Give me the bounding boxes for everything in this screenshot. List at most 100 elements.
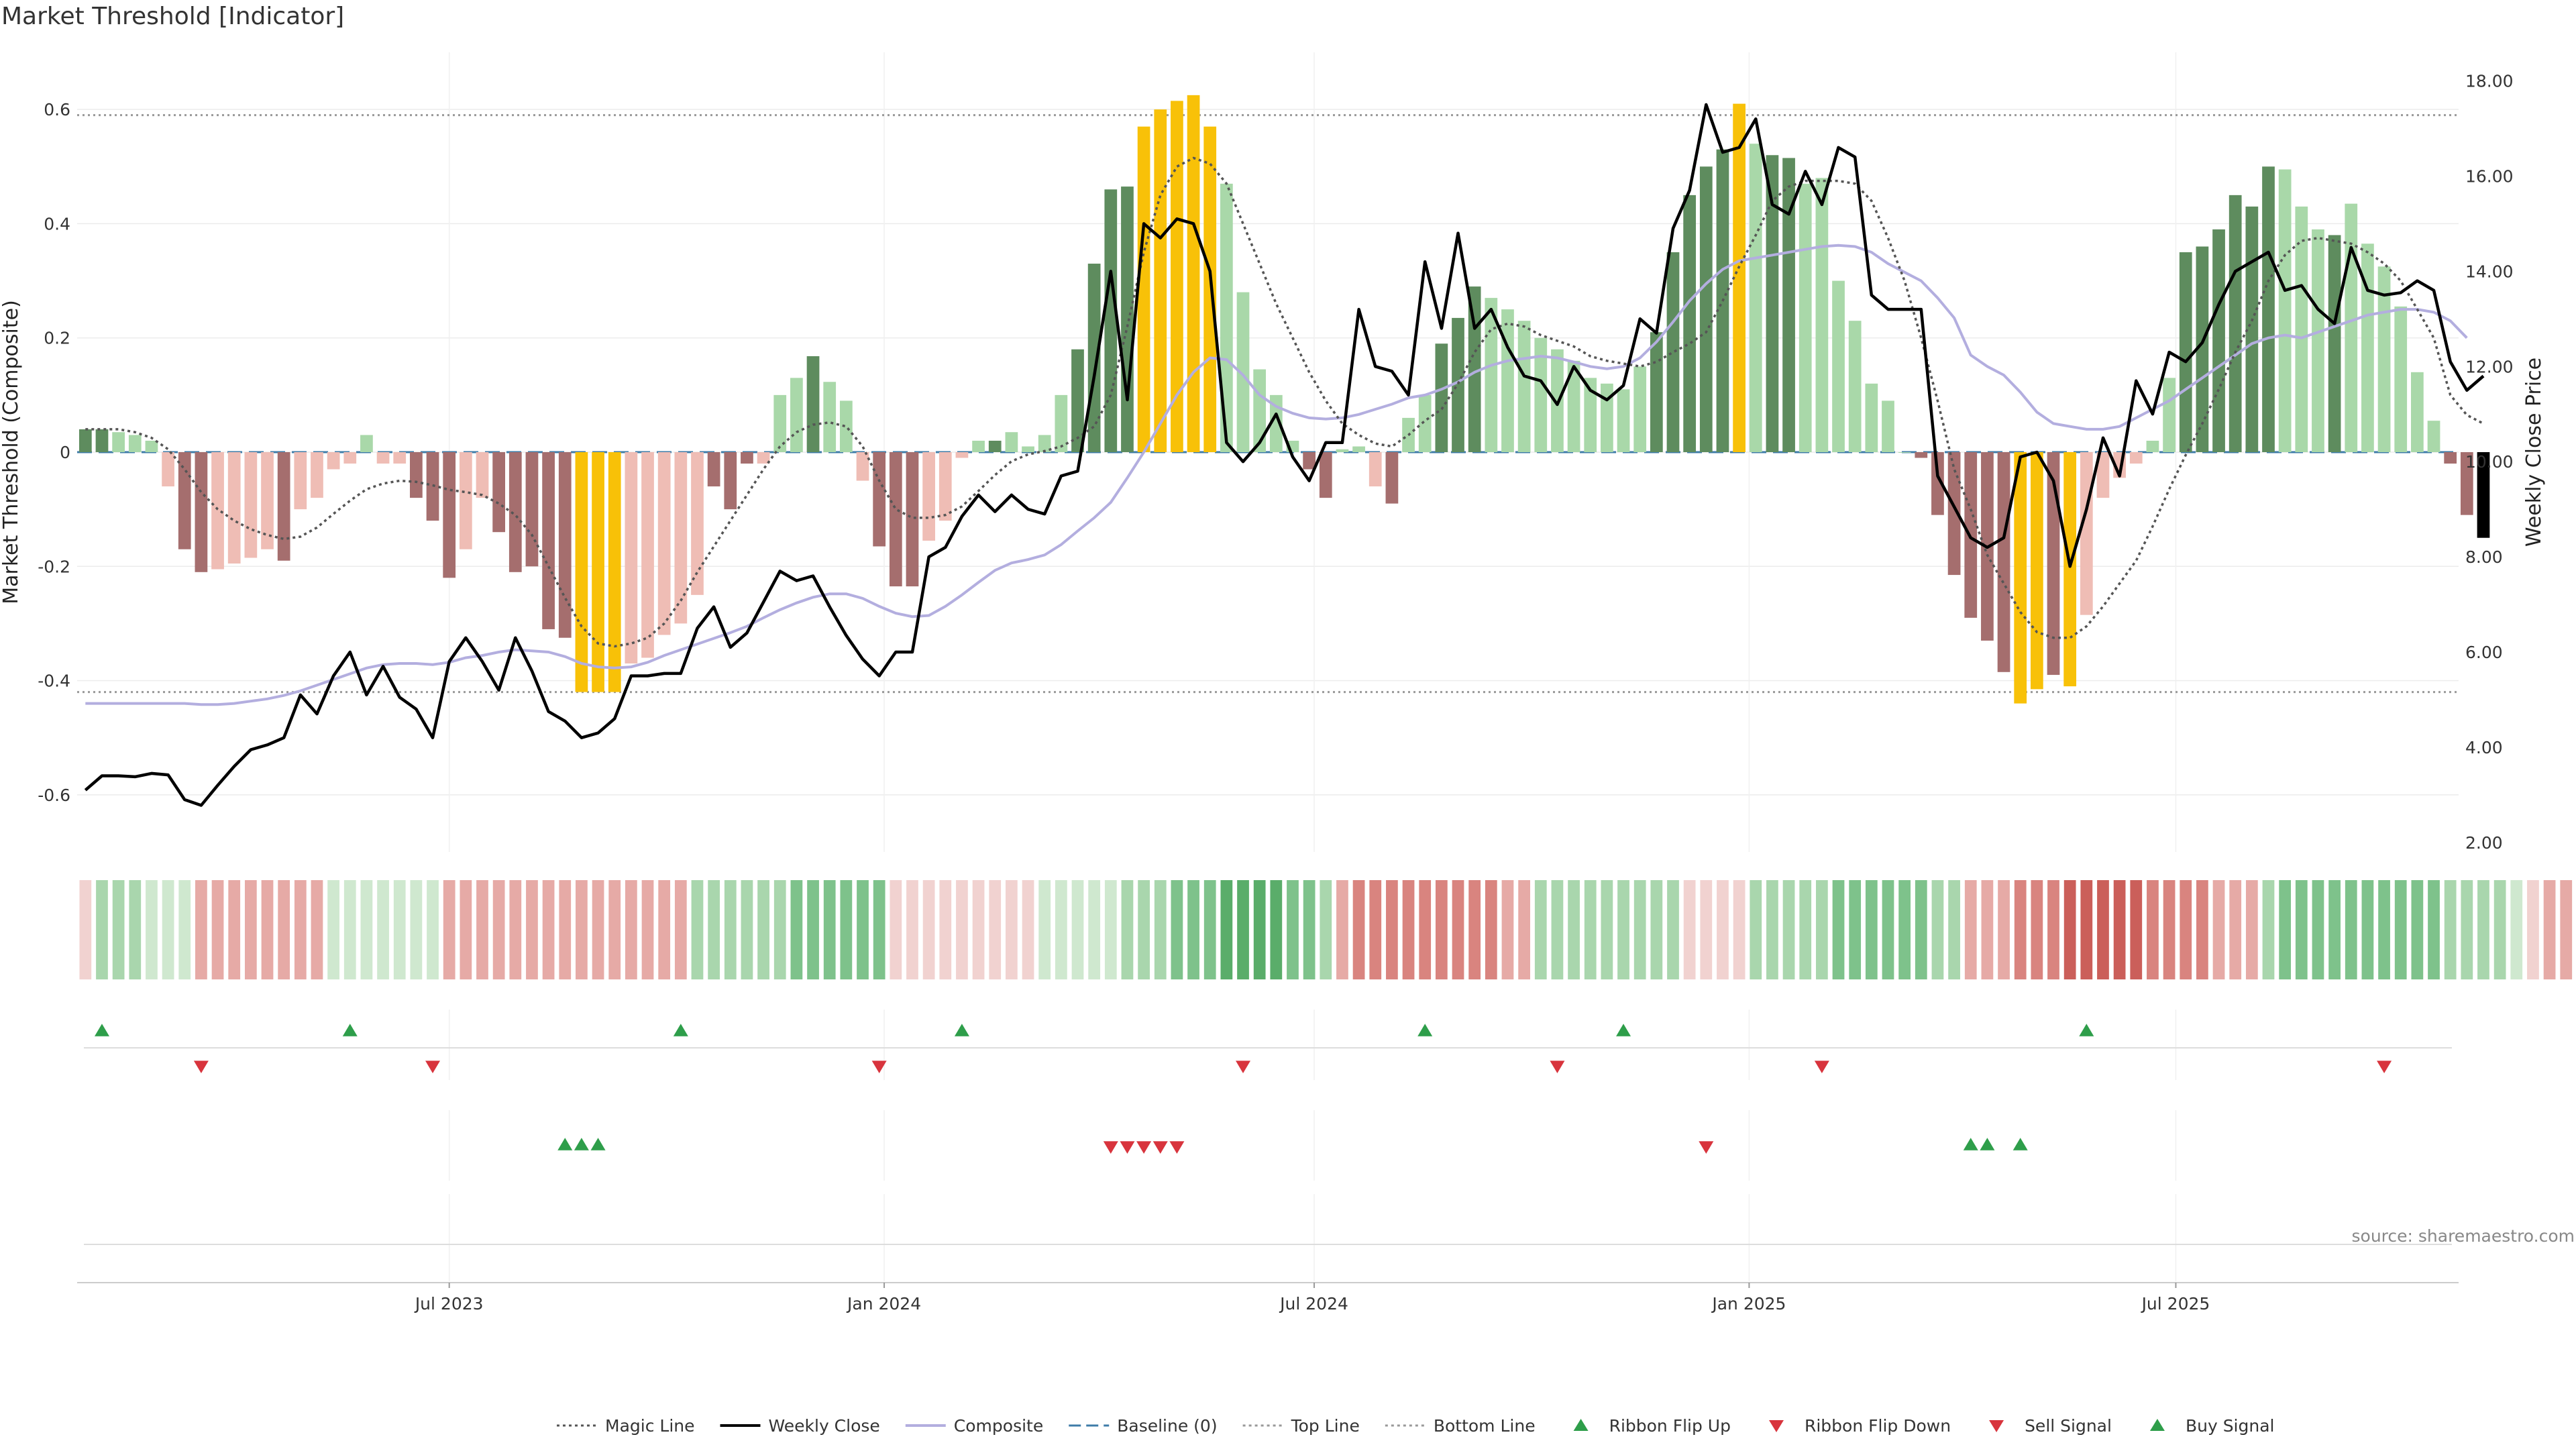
ribbon-cell [509,880,522,979]
composite-bar [1038,435,1051,452]
y-tick-label: 0.6 [44,100,70,119]
composite-bar [1633,366,1647,452]
ribbon-cell [2527,880,2539,979]
composite-bar [2361,244,2374,452]
ribbon-cell [1518,880,1530,979]
composite-bar [1368,452,1382,487]
ribbon-cell [641,880,654,979]
ribbon-cell [922,880,935,979]
composite-bar [757,452,770,464]
y2-tick-label: 12.00 [2465,357,2514,376]
right-y-axis: 2.00 4.00 6.00 8.00 10.00 12.00 14.00 16.00 18.0… [2465,72,2514,853]
ribbon-cell [708,880,720,979]
composite-bar [1997,452,2010,672]
composite-bar [244,452,258,558]
ribbon-cell [2328,880,2341,979]
composite-bar [145,440,158,452]
ribbon-cell [393,880,406,979]
y2-tick-label: 18.00 [2465,72,2514,91]
ribbon-cell [492,880,505,979]
source-label: source: sharemaestro.com [2352,1226,2575,1246]
ribbon-cell [526,880,538,979]
composite-bar [376,452,390,464]
x-tick-label: Jul 2025 [2141,1294,2210,1313]
ribbon-flip-up-marker [1616,1024,1631,1036]
composite-bar [1766,155,1779,452]
composite-bar [608,452,621,692]
ribbon-cell [1766,880,1778,979]
y2-axis-label: Weekly Close Price [2522,358,2546,547]
composite-bar [1121,186,1134,452]
ribbon-cell [2196,880,2208,979]
ribbon-cell [1750,880,1762,979]
composite-bar [162,452,174,487]
composite-bar [2477,452,2490,538]
ribbon-cell [2411,880,2424,979]
composite-bar [806,356,820,452]
composite-bar [360,435,373,452]
ribbon-flip-up-marker [673,1024,688,1036]
ribbon-cell [2378,880,2390,979]
sell-signal-marker [1169,1141,1185,1154]
ribbon-cell [2510,880,2523,979]
ribbon-cell [327,880,339,979]
ribbon-cell [890,880,902,979]
composite-bar [1005,432,1018,452]
buy-signal-marker [1963,1138,1978,1150]
composite-bar [2328,235,2341,452]
composite-bar [128,435,142,452]
composite-bar [1071,349,1084,452]
composite-bar [178,452,191,549]
ribbon-cell [1650,880,1663,979]
composite-bar [1154,109,1167,452]
composite-bar [1352,446,1365,452]
ribbon-cell [244,880,257,979]
composite-bar [889,452,902,587]
y2-tick-label: 10.00 [2465,452,2514,472]
y-axis-label: Market Threshold (Composite) [0,300,23,604]
ribbon-cell [1369,880,1382,979]
reference-lines [77,114,2459,694]
composite-bar [2014,452,2027,704]
legend-label: Ribbon Flip Up [1609,1416,1731,1436]
buy-signal-marker [557,1138,573,1150]
ribbon-cell [1220,880,1233,979]
composite-bar [575,452,588,692]
composite-bar [2030,452,2043,690]
x-axis: Jul 2023 Jan 2024 Jul 2024 Jan 2025 Jul 2025 [77,1282,2459,1313]
composite-bar [922,452,935,541]
composite-bar [1468,286,1481,452]
chart-title: Market Threshold [Indicator] [1,3,345,30]
composite-bar [2460,452,2473,515]
composite-bar [938,452,952,521]
ribbon-cell [1948,880,1960,979]
composite-bar [1666,252,1680,452]
ribbon-cell [2097,880,2109,979]
ribbon-cell [1633,880,1646,979]
legend: Magic Line Weekly Close Composite Baseline … [557,1416,2275,1436]
buy-signal-marker [2012,1138,2028,1150]
composite-bar [95,429,109,452]
ribbon-cell [2428,880,2440,979]
ribbon-cell [2180,880,2192,979]
ribbon-cell [1237,880,1249,979]
buy-signal-marker [574,1138,589,1150]
legend-label: Baseline (0) [1117,1416,1217,1436]
ribbon-cell [195,880,207,979]
ribbon-cell [1931,880,1944,979]
ribbon-cell [278,880,290,979]
legend-label: Ribbon Flip Down [1805,1416,1951,1436]
composite-bar [211,452,224,570]
composite-bar [112,432,125,452]
composite-bar [1650,332,1663,452]
ribbon-cell [1799,880,1812,979]
weekly-close-line [84,103,2485,807]
ribbon-cell [443,880,455,979]
composite-bar [261,452,274,549]
composite-bar [1055,394,1068,452]
composite-bar [2262,166,2275,453]
composite-bar [1915,452,1928,458]
ribbon-flip-down-marker [1550,1061,1565,1073]
ribbon-cell [2279,880,2292,979]
legend-item: Ribbon Flip Down [1768,1416,1951,1436]
